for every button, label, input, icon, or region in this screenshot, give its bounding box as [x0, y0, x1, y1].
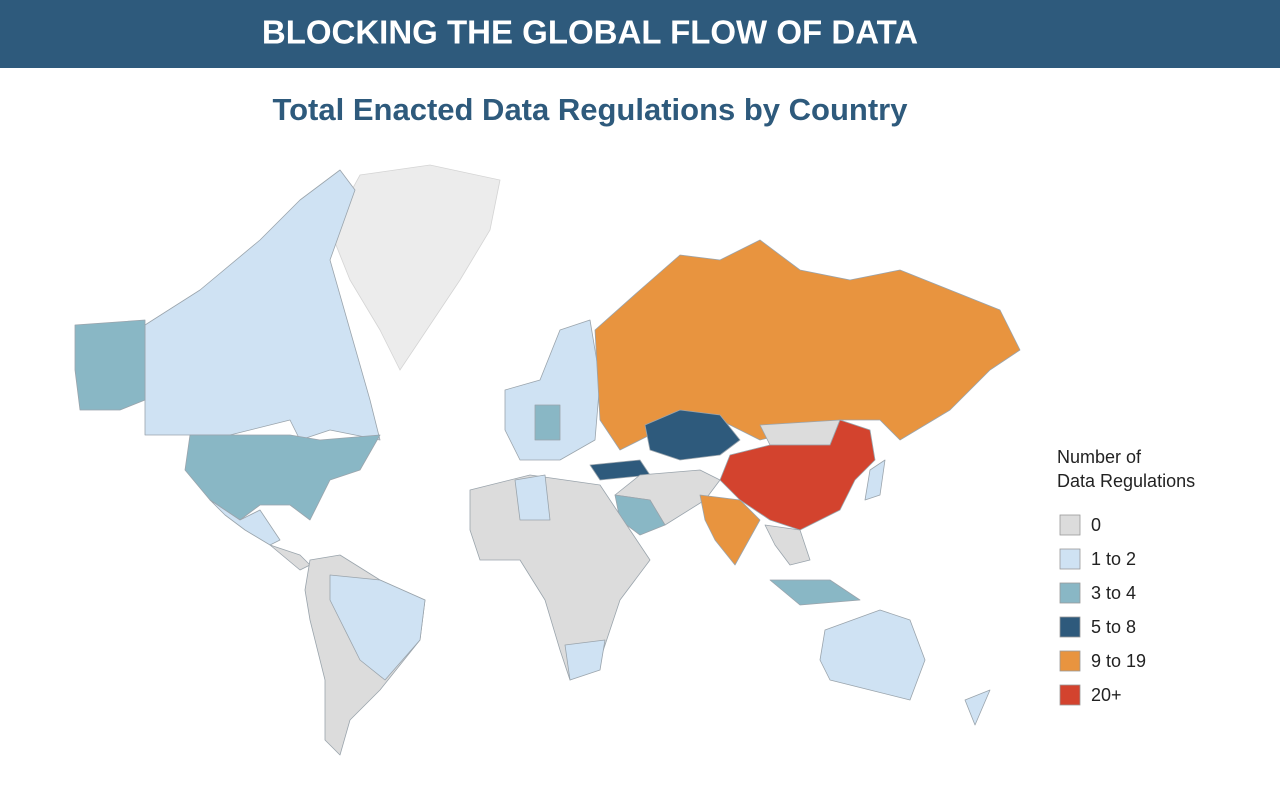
- legend-swatch: [1059, 650, 1081, 672]
- world-map: [74, 164, 1021, 756]
- united-states: [184, 434, 381, 521]
- germany: [534, 404, 561, 441]
- indonesia: [769, 579, 861, 606]
- southeast-asia: [764, 524, 811, 566]
- legend-label: 5 to 8: [1091, 617, 1136, 637]
- mexico: [209, 499, 281, 546]
- canada: [144, 169, 381, 441]
- legend-swatch: [1059, 548, 1081, 570]
- legend-label: 0: [1091, 515, 1101, 535]
- australia: [819, 609, 926, 701]
- greenland: [329, 164, 501, 371]
- new-zealand: [964, 689, 991, 726]
- legend-swatch: [1059, 514, 1081, 536]
- legend: Number of Data Regulations 0 1 to 2 3 to 4 5 …: [1057, 447, 1195, 706]
- south-africa: [564, 639, 606, 681]
- legend-label: 3 to 4: [1091, 583, 1136, 603]
- map-title: Total Enacted Data Regulations by Countr…: [272, 92, 908, 127]
- legend-swatch: [1059, 616, 1081, 638]
- kazakhstan: [644, 409, 741, 461]
- header-bar: [0, 0, 1280, 68]
- legend-swatch: [1059, 582, 1081, 604]
- europe: [504, 319, 601, 461]
- legend-title: Data Regulations: [1057, 471, 1195, 491]
- india: [699, 494, 761, 566]
- japan: [864, 459, 886, 501]
- brazil: [329, 574, 426, 681]
- alaska: [74, 319, 146, 411]
- legend-label: 20+: [1091, 685, 1122, 705]
- legend-label: 1 to 2: [1091, 549, 1136, 569]
- legend-label: 9 to 19: [1091, 651, 1146, 671]
- header-title: BLOCKING THE GLOBAL FLOW OF DATA: [262, 14, 918, 51]
- algeria: [514, 474, 551, 521]
- legend-title: Number of: [1057, 447, 1142, 467]
- russia: [594, 239, 1021, 451]
- central-america: [269, 544, 311, 571]
- legend-swatch: [1059, 684, 1081, 706]
